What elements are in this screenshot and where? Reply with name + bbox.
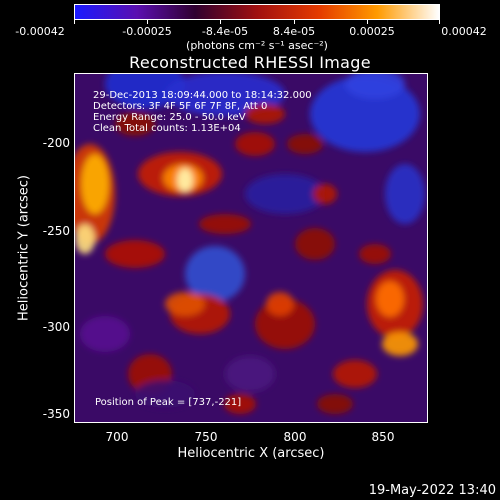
x-tick-label: 700 bbox=[105, 430, 129, 444]
colorbar-tick bbox=[367, 20, 368, 24]
info-energy-range: Energy Range: 25.0 - 50.0 keV bbox=[93, 112, 246, 123]
intensity-region bbox=[376, 281, 404, 317]
intensity-region bbox=[245, 174, 325, 214]
intensity-region bbox=[135, 380, 195, 408]
x-tick-label: 850 bbox=[371, 430, 395, 444]
peak-position-label: Position of Peak = [737,-221] bbox=[95, 397, 242, 408]
colorbar-tick-label: -0.00042 bbox=[15, 25, 65, 38]
x-tick-label: 800 bbox=[283, 430, 307, 444]
intensity-region bbox=[165, 292, 205, 316]
colorbar-tick bbox=[294, 20, 295, 24]
colorbar-tick bbox=[220, 20, 221, 24]
intensity-region bbox=[333, 360, 377, 388]
intensity-region bbox=[224, 394, 256, 414]
intensity-region bbox=[115, 112, 155, 136]
intensity-region bbox=[345, 74, 405, 99]
intensity-region bbox=[75, 224, 95, 254]
intensity-region bbox=[235, 132, 275, 156]
intensity-region bbox=[295, 228, 335, 260]
colorbar-units: (photons cm⁻² s⁻¹ asec⁻²) bbox=[186, 39, 328, 52]
intensity-region bbox=[359, 244, 391, 264]
info-clean-counts: Clean Total counts: 1.13E+04 bbox=[93, 123, 241, 134]
colorbar bbox=[74, 4, 440, 20]
y-tick-label: -350 bbox=[42, 407, 70, 421]
intensity-region bbox=[105, 240, 165, 268]
x-axis-label: Heliocentric X (arcsec) bbox=[177, 446, 325, 461]
colorbar-tick-label: 0.00025 bbox=[349, 25, 395, 38]
colorbar-tick bbox=[147, 20, 148, 24]
y-tick-label: -200 bbox=[42, 136, 70, 150]
intensity-region bbox=[317, 394, 353, 414]
intensity-region bbox=[266, 292, 294, 316]
info-detectors: Detectors: 3F 4F 5F 6F 7F 8F, Att 0 bbox=[93, 101, 268, 112]
colorbar-tick bbox=[74, 20, 75, 24]
x-tick-label: 750 bbox=[194, 430, 218, 444]
colorbar-tick bbox=[439, 20, 440, 24]
intensity-region bbox=[80, 316, 130, 352]
intensity-region bbox=[177, 168, 193, 192]
image-plot: 29-Dec-2013 18:09:44.000 to 18:14:32.000… bbox=[74, 73, 428, 423]
intensity-region bbox=[105, 74, 185, 109]
colorbar-tick-label: 8.4e-05 bbox=[272, 25, 316, 38]
intensity-region bbox=[382, 332, 418, 356]
y-axis-label: Heliocentric Y (arcsec) bbox=[16, 175, 32, 321]
intensity-region bbox=[81, 154, 109, 214]
intensity-region bbox=[313, 184, 337, 204]
footer-date: 19-May-2022 13:40 bbox=[368, 483, 496, 498]
intensity-region bbox=[245, 104, 285, 124]
colorbar-tick-label: -0.00025 bbox=[122, 25, 172, 38]
colorbar-tick-label: 0.00042 bbox=[441, 25, 487, 38]
hxr-image-map bbox=[75, 74, 427, 422]
intensity-region bbox=[199, 214, 251, 234]
intensity-region bbox=[385, 164, 425, 224]
intensity-region bbox=[185, 246, 245, 302]
colorbar-tick-label: -8.4e-05 bbox=[201, 25, 249, 38]
y-tick-label: -300 bbox=[42, 320, 70, 334]
y-tick-label: -250 bbox=[42, 224, 70, 238]
plot-title: Reconstructed RHESSI Image bbox=[129, 53, 371, 72]
intensity-region bbox=[287, 134, 323, 154]
info-time-range: 29-Dec-2013 18:09:44.000 to 18:14:32.000 bbox=[93, 90, 312, 101]
intensity-region bbox=[225, 356, 275, 392]
